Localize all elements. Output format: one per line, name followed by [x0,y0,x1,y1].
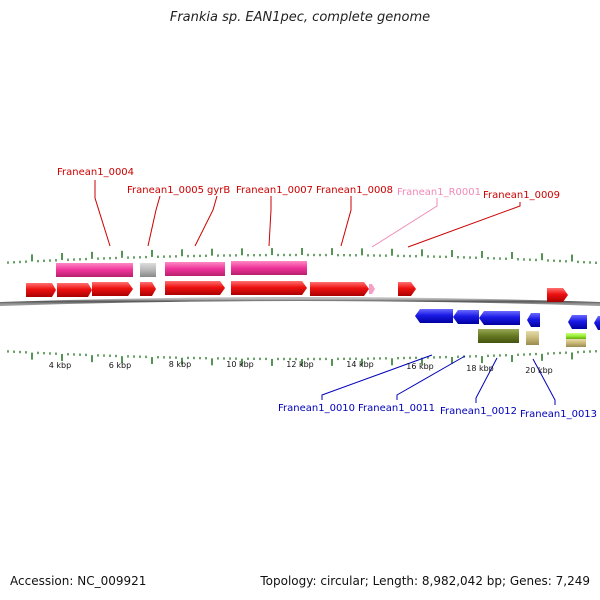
forward-cds-row [26,281,568,302]
cds-arrow[interactable] [310,282,369,296]
cds-arrow[interactable] [479,311,520,325]
map-title: Frankia sp. EAN1pec, complete genome [169,10,431,25]
gene-feature[interactable] [566,333,586,339]
gene-feature[interactable] [140,263,156,277]
gene-feature[interactable] [231,261,307,275]
scale-label: 14 kbp [346,360,374,369]
forward-leaders [94,180,521,248]
feature-label[interactable]: Franean1_0004 [57,167,134,178]
scale-label: 16 kbp [406,362,434,371]
tick-row-top [7,248,597,264]
gene-feature[interactable] [526,331,539,345]
cds-arrow[interactable] [453,310,479,324]
cds-arrow[interactable] [26,283,56,297]
gene-feature[interactable] [165,262,225,276]
reverse-gene-row [478,329,586,347]
scale-label: 18 kbp [466,364,494,373]
rrna-leader [371,198,438,248]
forward-gene-row [56,261,307,277]
scale-label: 4 kbp [49,361,71,370]
feature-label[interactable]: Franean1_0008 [316,185,393,196]
scale-label: 10 kbp [226,360,254,369]
cds-arrow[interactable] [594,316,600,330]
reverse-labels: Franean1_0010 Franean1_0011 Franean1_001… [278,403,597,420]
scale-label: 20 kbp [525,366,553,375]
cds-arrow[interactable] [57,283,92,297]
reverse-leaders [321,354,556,405]
gene-feature[interactable] [478,329,519,343]
scale-label: 6 kbp [109,361,131,370]
gene-feature[interactable] [56,263,92,277]
feature-label[interactable]: Franean1_0013 [520,409,597,420]
accession-text: Accession: NC_009921 [10,574,147,588]
feature-label[interactable]: Franean1_0012 [440,406,517,417]
cds-arrow[interactable] [140,282,156,296]
forward-labels: Franean1_0004 Franean1_0005 gyrB Franean… [57,167,560,201]
cds-arrow[interactable] [92,282,133,296]
cds-arrow[interactable] [568,315,587,329]
scale-labels: 4 kbp 6 kbp 8 kbp 10 kbp 12 kbp 14 kbp 1… [49,360,553,375]
tick-row-bottom [7,350,597,366]
feature-label[interactable]: gyrB [207,185,230,196]
scale-label: 8 kbp [169,360,191,369]
cds-arrow[interactable] [527,313,540,327]
scale-label: 12 kbp [286,360,314,369]
cds-arrow[interactable] [398,282,416,296]
cds-arrow[interactable] [231,281,307,295]
genome-backbone [0,297,600,306]
rrna-arrow[interactable] [369,284,375,294]
reverse-cds-row [415,309,600,330]
feature-label[interactable]: Franean1_0011 [358,403,435,414]
cds-arrow[interactable] [165,281,225,295]
genome-summary-text: Topology: circular; Length: 8,982,042 bp… [260,574,590,588]
cds-arrow[interactable] [547,288,568,302]
feature-label[interactable]: Franean1_0010 [278,403,355,414]
feature-label[interactable]: Franean1_0005 [127,185,204,196]
gene-feature[interactable] [566,339,586,347]
feature-label[interactable]: Franean1_0007 [236,185,313,196]
cds-arrow[interactable] [415,309,453,323]
gene-feature[interactable] [92,263,133,277]
feature-label[interactable]: Franean1_R0001 [397,187,481,198]
feature-label[interactable]: Franean1_0009 [483,190,560,201]
